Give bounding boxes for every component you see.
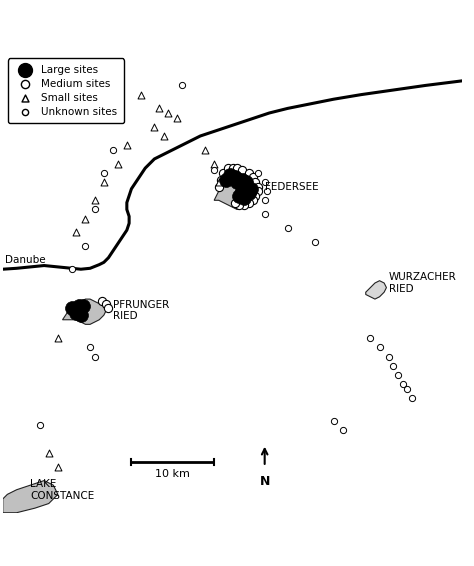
Point — [330, 417, 337, 426]
Text: 10 km: 10 km — [155, 469, 190, 479]
Point — [245, 189, 252, 198]
Text: LAKE
CONSTANCE: LAKE CONSTANCE — [30, 479, 95, 500]
Point — [178, 81, 186, 90]
Point — [229, 164, 237, 173]
Point — [91, 196, 99, 205]
Point — [376, 343, 383, 352]
Point — [217, 175, 225, 184]
Point — [215, 177, 222, 186]
Point — [173, 113, 181, 122]
Point — [151, 122, 158, 131]
Point — [366, 333, 374, 342]
Point — [399, 380, 406, 389]
Point — [82, 214, 89, 223]
Point — [75, 302, 82, 311]
Polygon shape — [63, 299, 106, 324]
Point — [252, 177, 259, 186]
Text: PFRUNGER
RIED: PFRUNGER RIED — [113, 300, 169, 321]
Point — [236, 200, 243, 209]
Point — [249, 173, 257, 182]
Point — [339, 426, 346, 435]
Point — [123, 140, 131, 149]
Point — [68, 265, 75, 274]
Point — [215, 182, 222, 191]
Point — [311, 237, 319, 246]
Point — [36, 421, 43, 430]
Point — [263, 187, 271, 196]
Point — [155, 104, 163, 113]
Point — [227, 170, 234, 179]
Point — [403, 384, 411, 393]
Point — [114, 159, 121, 168]
Point — [54, 462, 62, 471]
Point — [91, 205, 99, 214]
Point — [249, 196, 257, 205]
Point — [238, 175, 246, 184]
Point — [210, 166, 218, 175]
Point — [68, 304, 75, 313]
Point — [86, 343, 94, 352]
Point — [91, 352, 99, 361]
Text: FEDERSEE: FEDERSEE — [264, 182, 319, 191]
Polygon shape — [366, 281, 386, 299]
Point — [224, 164, 232, 173]
Point — [100, 168, 108, 177]
Point — [390, 361, 397, 370]
Point — [73, 308, 80, 318]
Point — [233, 177, 241, 186]
Point — [245, 198, 252, 207]
Point — [231, 198, 238, 207]
Point — [408, 393, 416, 402]
Polygon shape — [3, 481, 58, 513]
Point — [100, 177, 108, 186]
Point — [254, 187, 262, 196]
Point — [247, 185, 255, 194]
Point — [201, 145, 209, 155]
Point — [82, 242, 89, 251]
Text: Danube: Danube — [5, 255, 46, 265]
Point — [210, 159, 218, 168]
Point — [254, 168, 262, 177]
Point — [238, 166, 246, 175]
Point — [233, 164, 241, 173]
Point — [222, 175, 229, 184]
Polygon shape — [214, 170, 258, 209]
Point — [240, 200, 248, 209]
Point — [261, 209, 268, 218]
Point — [245, 168, 252, 177]
Point — [137, 90, 145, 99]
Legend: Large sites, Medium sites, Small sites, Unknown sites: Large sites, Medium sites, Small sites, … — [8, 58, 124, 123]
Point — [109, 145, 117, 155]
Point — [385, 352, 392, 361]
Point — [105, 304, 112, 313]
Text: N: N — [259, 475, 270, 488]
Text: WURZACHER
RIED: WURZACHER RIED — [389, 272, 456, 294]
Point — [261, 196, 268, 205]
Point — [98, 297, 105, 306]
Point — [54, 333, 62, 342]
Point — [231, 173, 238, 182]
Point — [284, 224, 292, 233]
Point — [261, 177, 268, 186]
Point — [45, 448, 53, 457]
Point — [240, 194, 248, 203]
Point — [252, 191, 259, 200]
Point — [160, 131, 167, 140]
Point — [77, 311, 85, 320]
Point — [243, 177, 250, 186]
Point — [219, 168, 227, 177]
Point — [102, 299, 110, 308]
Point — [238, 187, 246, 196]
Point — [164, 109, 172, 118]
Point — [79, 302, 87, 311]
Point — [394, 370, 401, 379]
Point — [254, 182, 262, 191]
Point — [73, 228, 80, 237]
Point — [236, 191, 243, 200]
